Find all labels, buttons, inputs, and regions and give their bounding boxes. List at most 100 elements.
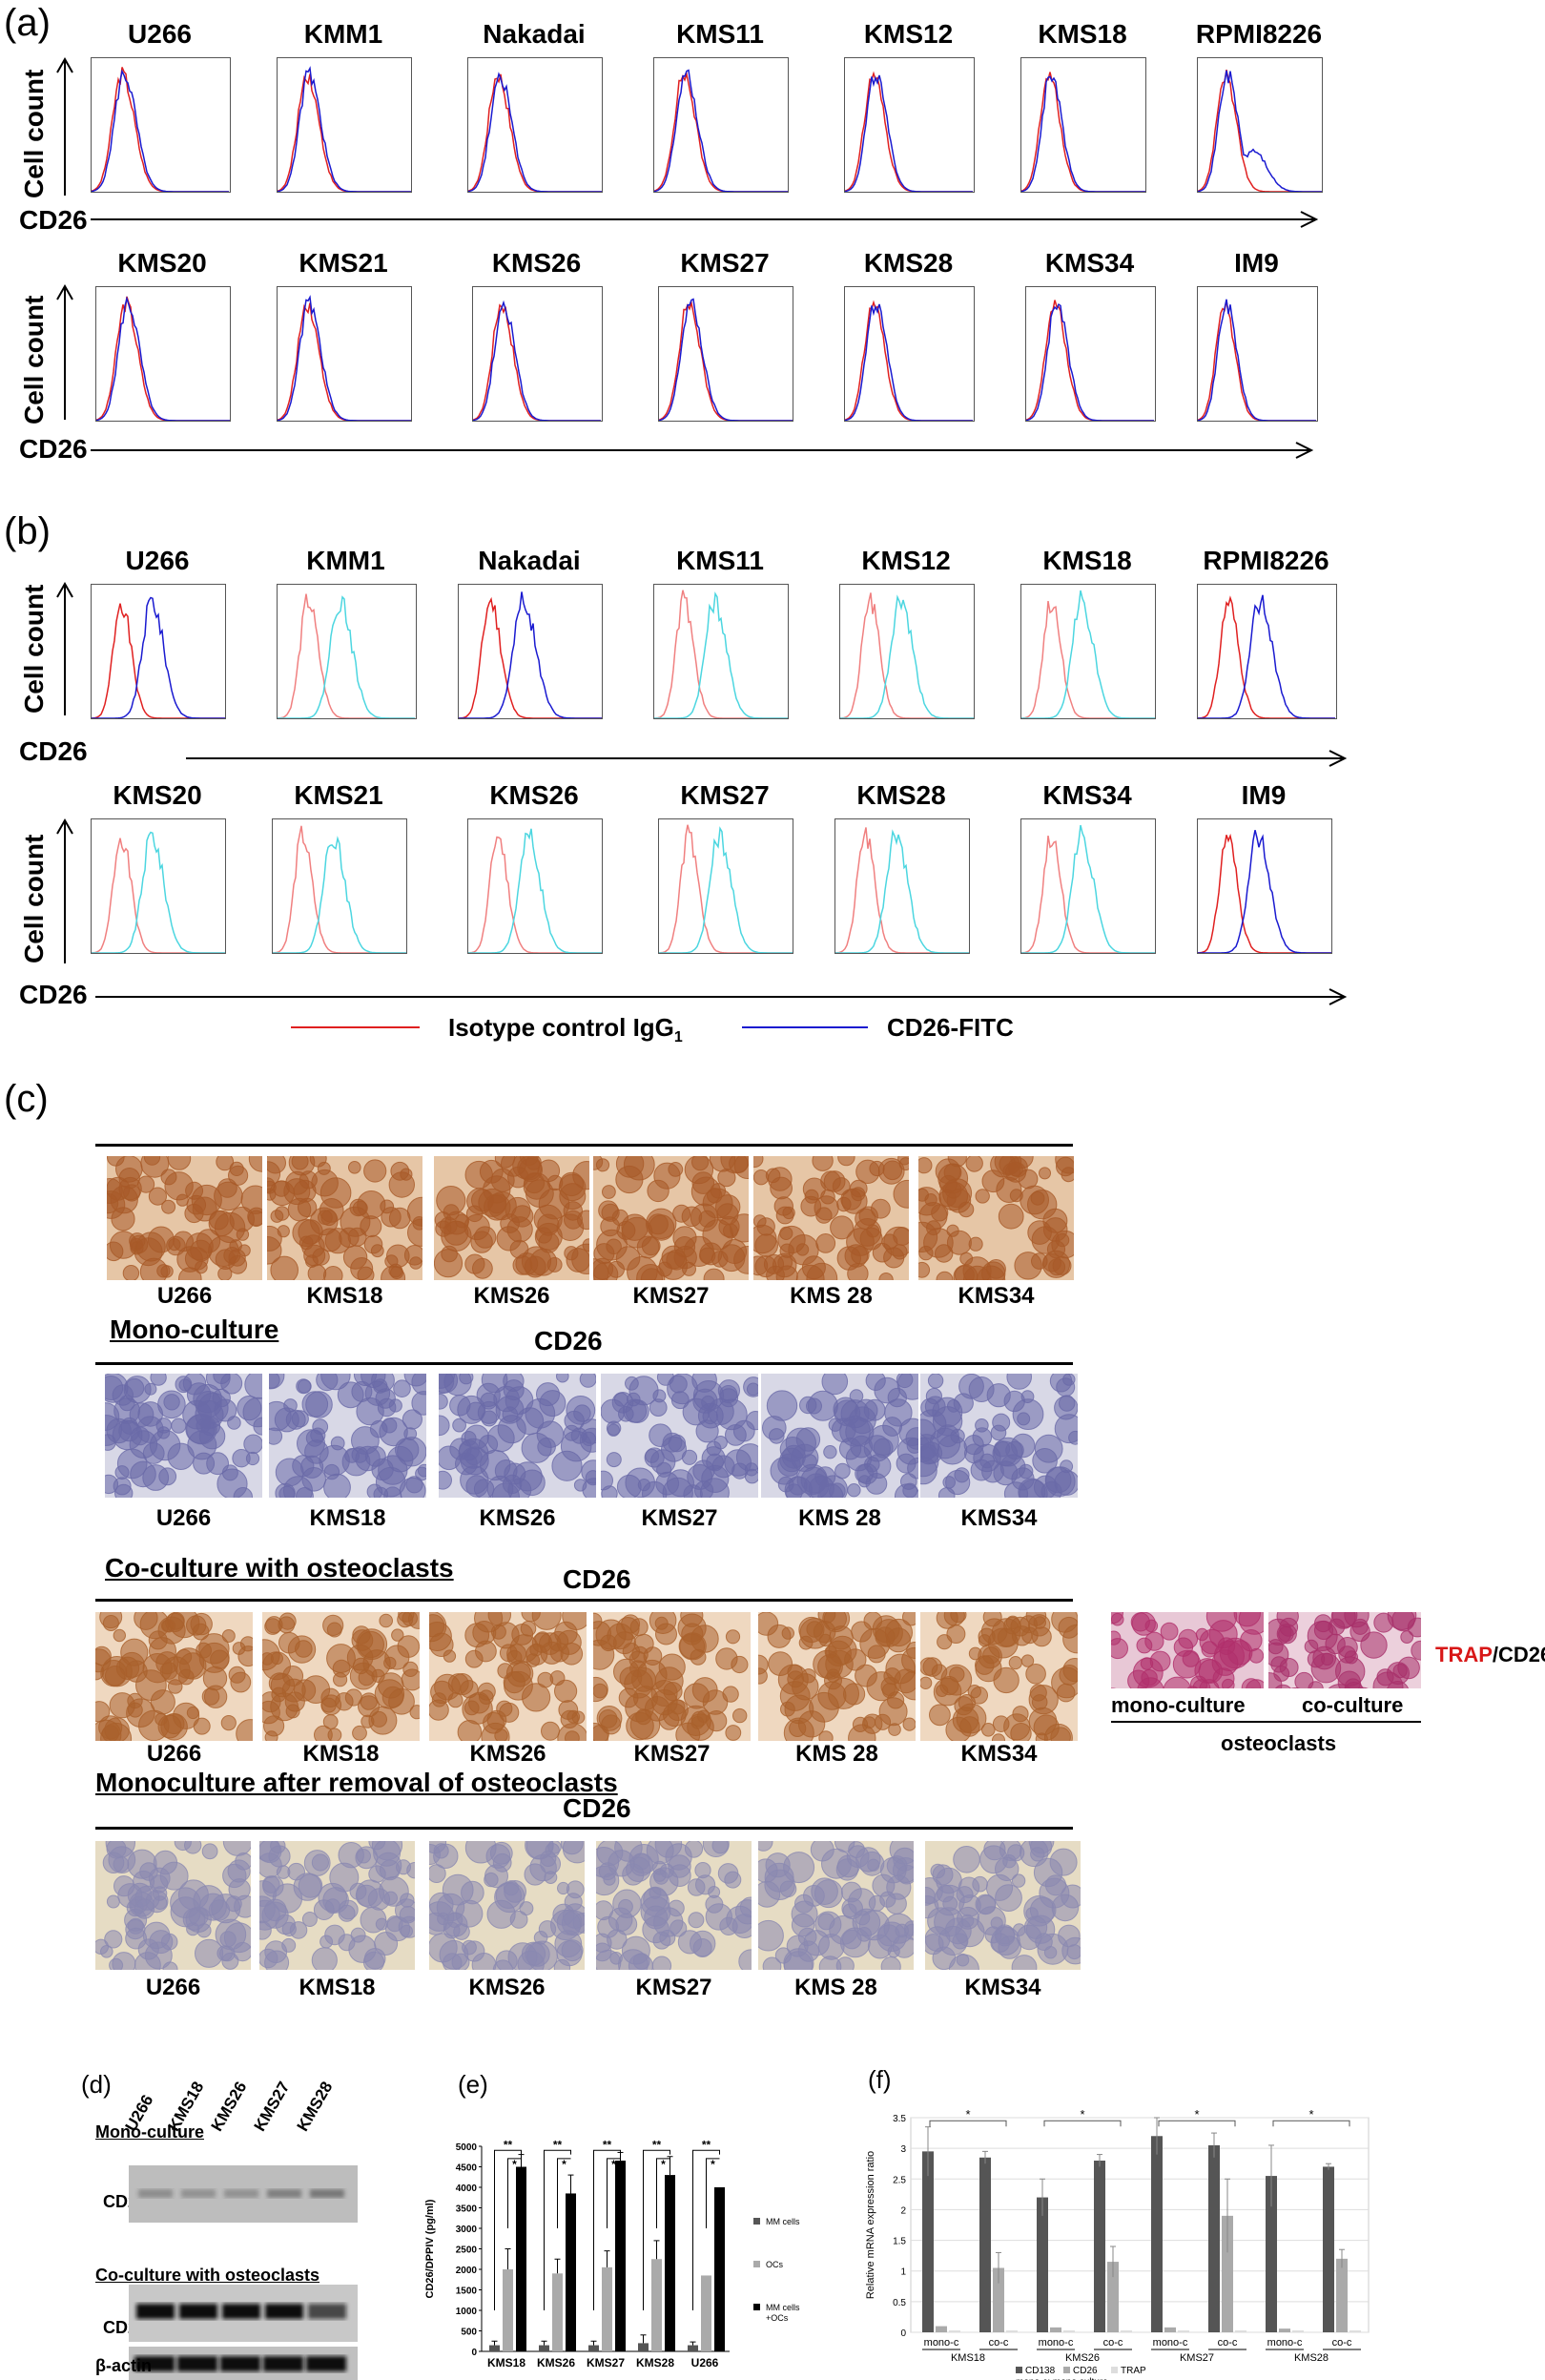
histogram-nakadai	[458, 584, 603, 719]
cd26-curve	[1021, 590, 1155, 718]
f-sig-bracket	[1272, 2120, 1350, 2127]
ihc-removal-kms18	[259, 1841, 415, 1970]
f-bar-trap-2	[1063, 2330, 1075, 2332]
isotype-curve	[1198, 595, 1335, 718]
ihc-stain-kms18	[267, 1156, 422, 1280]
hist-title-kms34: KMS34	[1044, 248, 1135, 278]
histogram-im9	[1197, 286, 1318, 422]
e-bar-mmcellsocs-kms28	[665, 2175, 675, 2351]
cd26-curve	[654, 69, 788, 192]
f-legend-label-1: CD26	[1073, 2366, 1098, 2376]
f-bar-trap-7	[1349, 2330, 1361, 2332]
cd26-curve	[840, 594, 974, 718]
e-ytick-label: 1500	[456, 2287, 478, 2297]
histogram-nakadai	[467, 57, 603, 193]
f-sub-label: co-c	[989, 2337, 1009, 2349]
co-band-2	[222, 2304, 260, 2319]
f-ytick-label: 1	[900, 2267, 906, 2278]
isotype-curve	[1021, 835, 1155, 953]
e-bar-mmcells-kms26	[539, 2345, 549, 2351]
hist-title-kms26: KMS26	[489, 780, 579, 810]
e-category-label: KMS28	[636, 2356, 674, 2370]
f-bar-trap-3	[1121, 2330, 1132, 2332]
cd26-curve	[468, 72, 602, 192]
isotype-curve	[1198, 69, 1322, 192]
panel-e-label: (e)	[458, 2070, 488, 2099]
e-category-label: KMS27	[587, 2356, 625, 2370]
western-actin-membrane	[129, 2347, 358, 2380]
histogram-kms20	[95, 286, 231, 422]
e-legend-label-2: MM cells	[766, 2303, 800, 2312]
histogram-kms26	[467, 818, 603, 954]
e-sig-double: **	[504, 2138, 513, 2151]
hist-title-kms11: KMS11	[676, 19, 764, 49]
e-sig-bracket-single	[656, 2158, 670, 2228]
hist-title-kmm1: KMM1	[303, 19, 383, 49]
ihc-removal-kms27	[596, 1841, 752, 1970]
mono-band-1	[181, 2189, 216, 2198]
e-ytick-label: 3500	[456, 2204, 478, 2215]
f-sig: *	[1308, 2107, 1313, 2121]
hist-title-rpmi8226: RPMI8226	[1203, 546, 1329, 575]
histogram-kms21	[272, 818, 407, 954]
f-group-label: KMS26	[1065, 2352, 1100, 2364]
f-bar-cd26-5	[1222, 2215, 1233, 2332]
divider-1	[95, 1144, 1073, 1147]
lane-label-kms28: KMS28	[293, 2078, 337, 2135]
cd26-curve	[92, 831, 225, 953]
cd26-curve	[1198, 594, 1335, 718]
ihc-co-caption-2: KMS26	[469, 1741, 546, 1767]
ihc-removal-caption-2: KMS26	[468, 1975, 546, 2000]
legend-cd26-label: CD26-FITC	[887, 1013, 1014, 1042]
histogram-kms21	[277, 286, 412, 422]
f-sig: *	[1080, 2107, 1084, 2121]
e-sig-bracket-double	[544, 2149, 571, 2310]
hist-title-kms12: KMS12	[863, 19, 954, 49]
e-sig-bracket-single	[557, 2158, 571, 2228]
co-culture-title: Co-culture with osteoclasts	[105, 1553, 454, 1583]
e-bar-ocs-u266	[701, 2275, 711, 2351]
ihc-co-caption-1: KMS18	[302, 1741, 380, 1767]
f-ytick-label: 2	[900, 2205, 906, 2216]
e-bar-mmcells-kms28	[638, 2343, 649, 2351]
isotype-curve	[92, 603, 225, 718]
hist-title-kms21: KMS21	[299, 248, 388, 278]
f-sub-label: co-c	[1332, 2337, 1352, 2349]
f-sub-label: co-c	[1103, 2337, 1123, 2349]
f-bar-trap-5	[1235, 2330, 1246, 2332]
actin-band-0	[134, 2356, 175, 2371]
isotype-curve	[278, 593, 415, 718]
ihc-stain-caption-4: KMS 28	[790, 1283, 873, 1309]
f-ytick-label: 3	[900, 2144, 906, 2155]
trap-co-image	[1268, 1612, 1421, 1688]
f-bar-cd138-6	[1266, 2176, 1277, 2332]
f-bar-cd138-1	[979, 2157, 991, 2332]
e-legend-swatch-0	[753, 2218, 760, 2225]
f-legend-swatch-1	[1063, 2367, 1070, 2373]
f-group-label: KMS28	[1294, 2352, 1329, 2364]
e-bar-mmcellsocs-u266	[714, 2187, 725, 2351]
f-sub-label: mono-c	[924, 2337, 959, 2349]
e-legend-swatch-1	[753, 2261, 760, 2267]
f-sub-label: mono-c	[1153, 2337, 1188, 2349]
western-mono-title: Mono-culture	[95, 2122, 204, 2142]
chart-e: 0 500 1000 1500 2000 2500 3000 3500 4000 4500 5000…	[424, 2138, 800, 2370]
hist-title-kms26: KMS26	[491, 248, 582, 278]
hist-title-im9: IM9	[1241, 780, 1287, 810]
e-sig-double: **	[553, 2138, 563, 2151]
divider-3	[95, 1599, 1073, 1602]
hist-title-u266: U266	[125, 546, 190, 575]
e-bar-mmcells-kms18	[489, 2345, 500, 2351]
f-note-1: mono-c; mono culture	[1016, 2377, 1108, 2380]
e-bar-mmcells-u266	[688, 2345, 698, 2351]
isotype-curve	[659, 824, 793, 953]
f-bar-trap-4	[1178, 2330, 1189, 2332]
e-legend-swatch-2	[753, 2304, 760, 2310]
mono-band-2	[224, 2189, 258, 2198]
histogram-u266	[91, 584, 226, 719]
cd26-curve	[278, 595, 415, 718]
f-legend-label-2: TRAP	[1121, 2366, 1146, 2376]
ihc-stain-kms28	[753, 1156, 909, 1280]
panel-a-axes	[56, 56, 1319, 459]
f-group-label: KMS27	[1180, 2352, 1214, 2364]
